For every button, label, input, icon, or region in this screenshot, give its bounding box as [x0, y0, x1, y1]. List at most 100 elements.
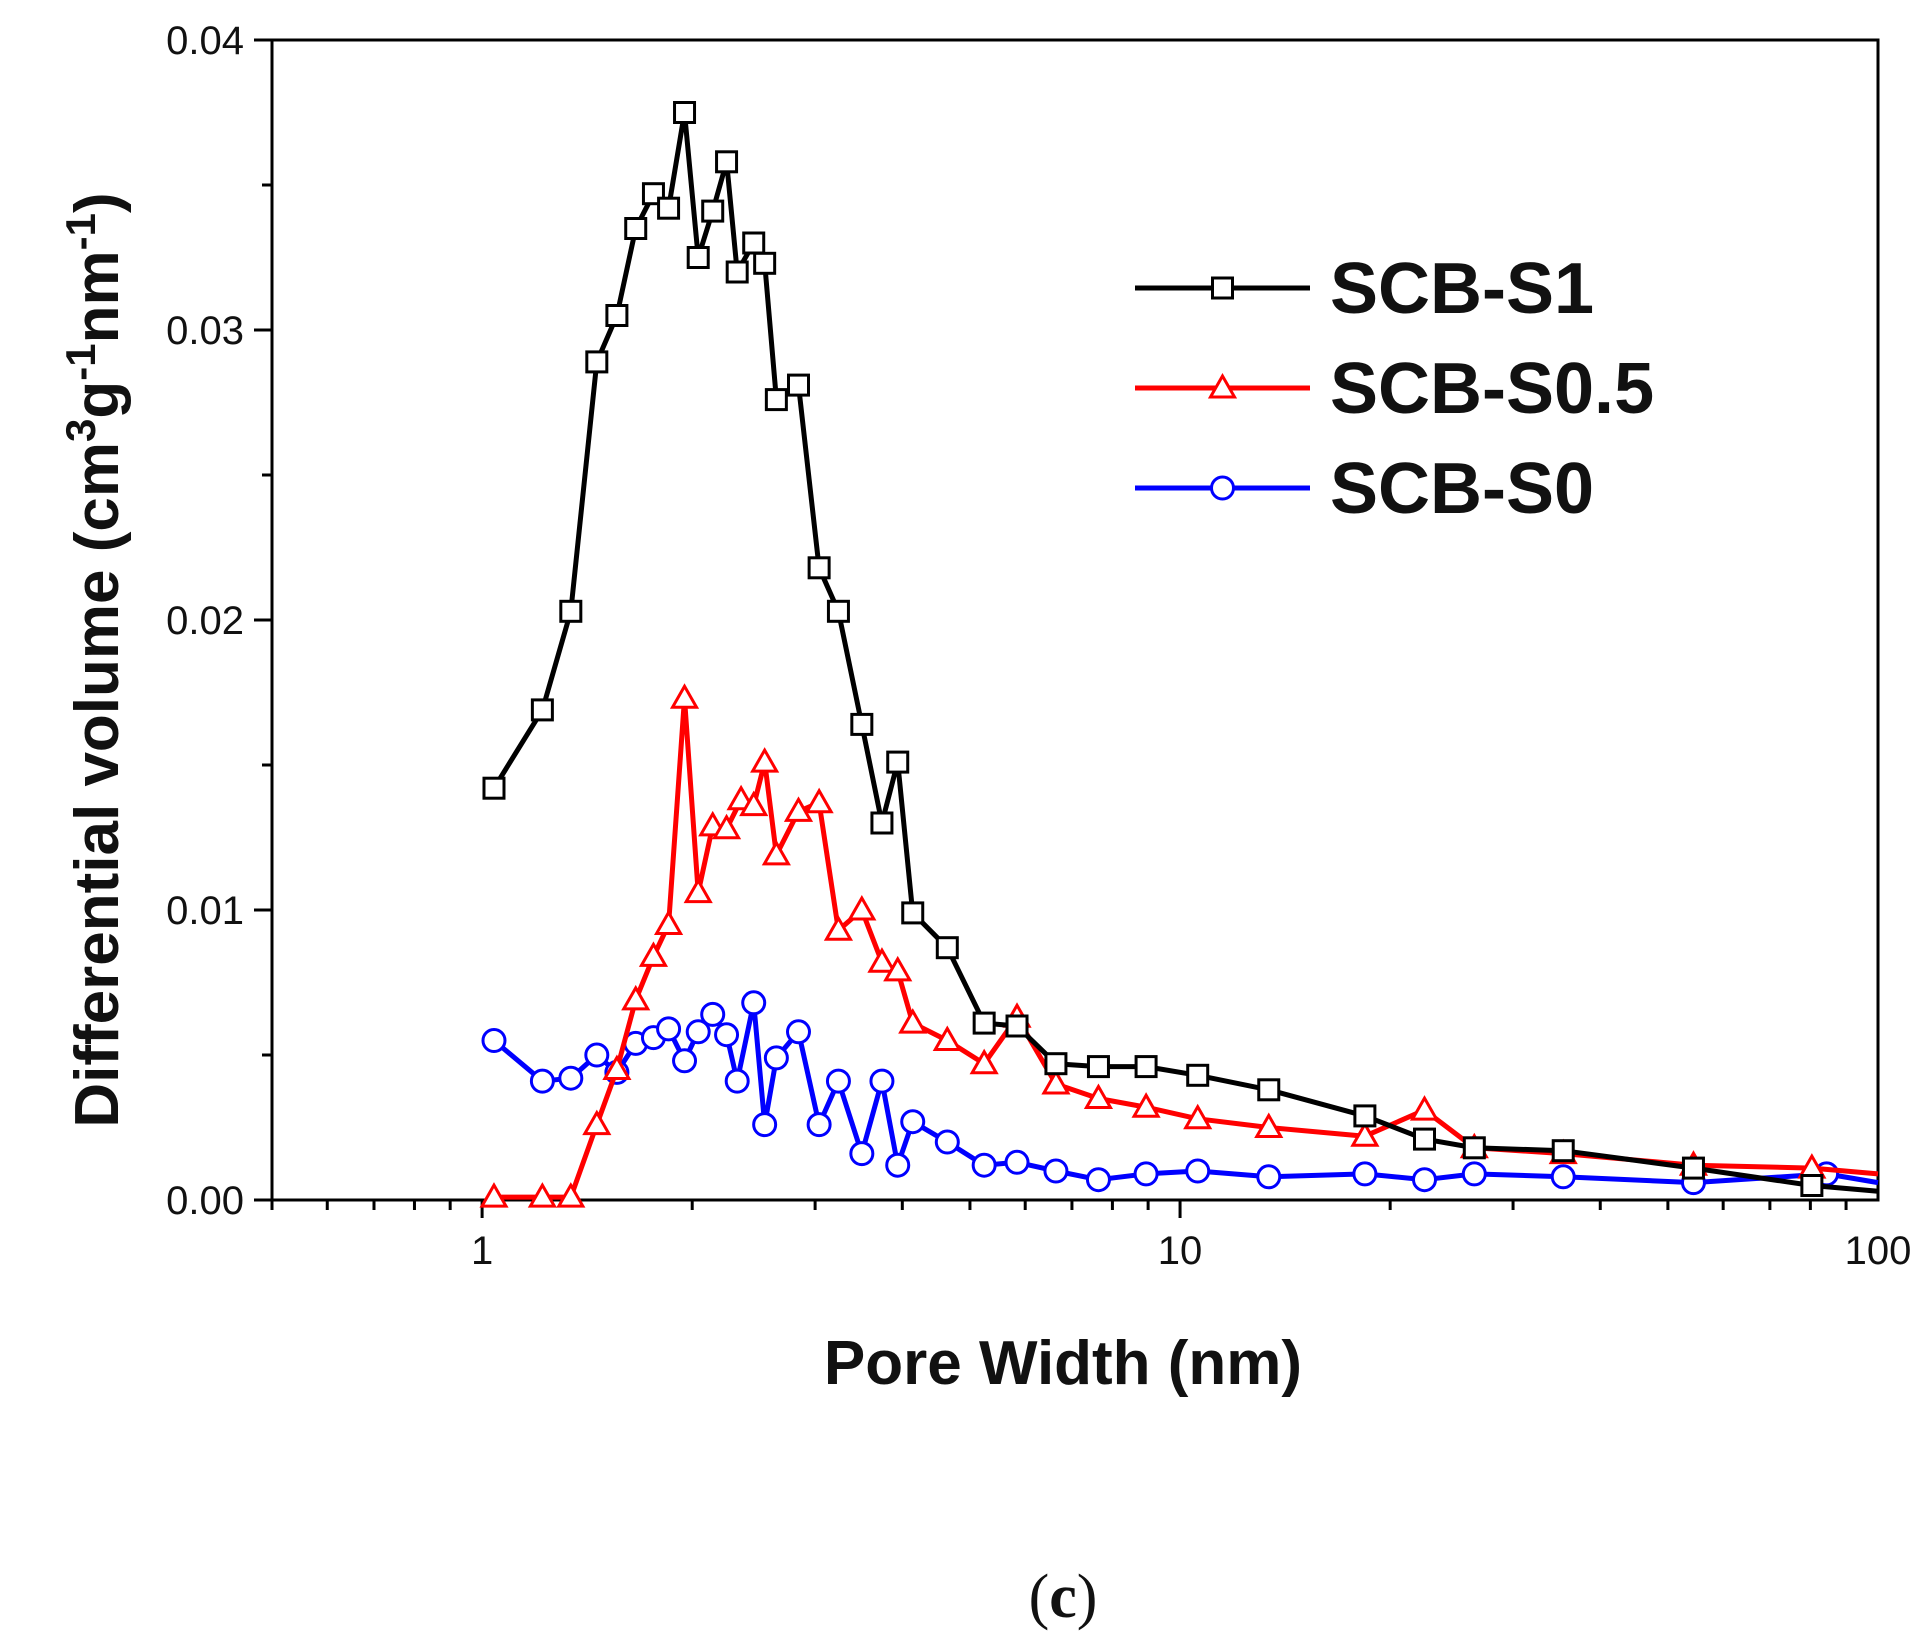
data-point-scb-s0 — [700, 1001, 726, 1027]
x-tick-label: 1 — [471, 1229, 493, 1273]
x-axis-ticks: 1 10 100 — [270, 1200, 1911, 1273]
plot-border — [270, 38, 1880, 1202]
data-point-scb-s0 — [900, 1109, 926, 1135]
data-point-scb-s1 — [1681, 1156, 1705, 1180]
data-point-scb-s0 — [685, 1019, 711, 1045]
legend-item-scb-s0-5: SCB-S0.5 — [1135, 349, 1654, 429]
data-point-scb-s0 — [752, 1112, 778, 1138]
data-point-scb-s1 — [559, 599, 583, 623]
x-axis-title: Pore Width (nm) — [824, 1329, 1302, 1398]
data-point-scb-s0 — [885, 1152, 911, 1178]
data-point-scb-s0 — [481, 1028, 507, 1053]
data-point-scb-s0-5 — [621, 984, 651, 1011]
data-point-scb-s0 — [1043, 1158, 1069, 1184]
data-point-scb-s0-5 — [847, 894, 877, 921]
data-point-scb-s0-5 — [804, 787, 834, 814]
data-point-scb-s0 — [1133, 1161, 1159, 1187]
data-point-scb-s1 — [686, 246, 710, 269]
data-point-scb-s0-5 — [582, 1109, 612, 1136]
data-point-scb-s0-5 — [602, 1054, 632, 1080]
data-point-scb-s0-5 — [1254, 1112, 1284, 1138]
data-point-scb-s1 — [1353, 1104, 1377, 1128]
data-point-scb-s1 — [1134, 1055, 1158, 1079]
data-point-scb-s1 — [624, 217, 648, 240]
data-point-scb-s1 — [935, 936, 959, 960]
data-point-scb-s1 — [530, 698, 554, 722]
data-point-scb-s0-5 — [556, 1182, 586, 1208]
data-point-scb-s0 — [558, 1065, 584, 1091]
data-point-scb-s1 — [826, 599, 850, 623]
data-point-scb-s1 — [657, 196, 681, 220]
data-point-scb-s1 — [764, 388, 788, 412]
legend-label-scb-s0: SCB-S0 — [1330, 449, 1594, 529]
plot-frame — [270, 38, 1880, 1202]
legend-marker-scb-s0 — [1210, 475, 1235, 501]
caption-close: ) — [1077, 1563, 1098, 1631]
y-axis-title-base: Differential volume (cm — [63, 442, 132, 1128]
data-point-scb-s0-5 — [1131, 1092, 1161, 1118]
series-line-scb-s0-5 — [494, 695, 1879, 1200]
series-scb-s1 — [482, 101, 1879, 1197]
data-point-scb-s0 — [529, 1068, 555, 1094]
data-point-scb-s1 — [1186, 1063, 1210, 1087]
y-tick-label: 0.01 — [166, 889, 244, 933]
data-point-scb-s1 — [850, 712, 874, 736]
y-tick-label: 0.02 — [166, 599, 244, 643]
data-point-scb-s1 — [786, 373, 810, 397]
y-axis-title-sup-1: 3 — [57, 419, 104, 442]
data-point-scb-s0 — [1256, 1164, 1282, 1190]
legend-label-scb-s1: SCB-S1 — [1330, 249, 1594, 329]
data-point-scb-s1 — [482, 776, 506, 800]
data-point-scb-s1 — [585, 350, 609, 374]
data-point-scb-s0-5 — [761, 839, 791, 866]
data-point-scb-s0-5 — [638, 941, 669, 967]
data-point-scb-s0-5 — [669, 683, 700, 709]
data-point-scb-s0-5 — [867, 947, 897, 973]
data-point-scb-s0-5 — [1409, 1095, 1440, 1121]
y-axis-ticks: 0.00 0.01 0.02 0.03 0.04 — [166, 19, 272, 1223]
data-point-scb-s1 — [1413, 1127, 1437, 1151]
data-point-scb-s0 — [1004, 1149, 1030, 1175]
data-point-scb-s1 — [673, 101, 697, 124]
data-point-scb-s0 — [672, 1048, 698, 1074]
y-axis-title-nm: nm — [63, 250, 132, 343]
figure-caption: (c) — [1029, 1563, 1098, 1631]
y-axis-title-sup-3: -1 — [57, 213, 104, 250]
data-point-scb-s1 — [901, 901, 925, 925]
data-point-scb-s1 — [715, 150, 739, 174]
data-point-scb-s0 — [656, 1016, 682, 1042]
legend-marker-scb-s0-5 — [1207, 372, 1238, 399]
data-point-scb-s0-5 — [932, 1025, 962, 1051]
data-point-scb-s0 — [785, 1019, 811, 1045]
data-point-scb-s1 — [972, 1011, 996, 1035]
data-point-scb-s0-5 — [1041, 1068, 1071, 1095]
data-point-scb-s0-5 — [527, 1182, 557, 1208]
data-point-scb-s1 — [742, 231, 766, 255]
data-point-scb-s0-5 — [783, 796, 814, 822]
data-point-scb-s0-5 — [1350, 1121, 1380, 1147]
data-point-scb-s1 — [1551, 1139, 1575, 1163]
legend-marker-scb-s1 — [1211, 276, 1234, 300]
data-point-scb-s0 — [825, 1068, 851, 1094]
data-point-scb-s0-5 — [969, 1048, 999, 1075]
data-point-scb-s0-5 — [750, 747, 780, 773]
data-point-scb-s0 — [763, 1045, 789, 1071]
data-point-scb-s0-5 — [683, 877, 713, 904]
data-point-scb-s0 — [806, 1112, 832, 1138]
series-scb-s0-5 — [479, 683, 1879, 1208]
data-point-scb-s0-5 — [711, 813, 742, 840]
data-point-scb-s1 — [605, 304, 629, 327]
data-point-scb-s0 — [1185, 1158, 1211, 1184]
data-point-scb-s1 — [1086, 1055, 1110, 1079]
y-axis-title-sup-2: -1 — [57, 343, 104, 380]
caption-open: ( — [1029, 1563, 1050, 1631]
data-point-scb-s0 — [741, 990, 767, 1016]
x-tick-label: 10 — [1158, 1229, 1203, 1273]
y-axis-title-end: ) — [63, 192, 132, 213]
data-point-scb-s0 — [724, 1068, 750, 1094]
data-point-scb-s1 — [1044, 1052, 1068, 1076]
data-point-scb-s0-5 — [1083, 1083, 1114, 1109]
data-point-scb-s0 — [584, 1042, 610, 1068]
legend-label-scb-s0-5: SCB-S0.5 — [1330, 349, 1654, 429]
